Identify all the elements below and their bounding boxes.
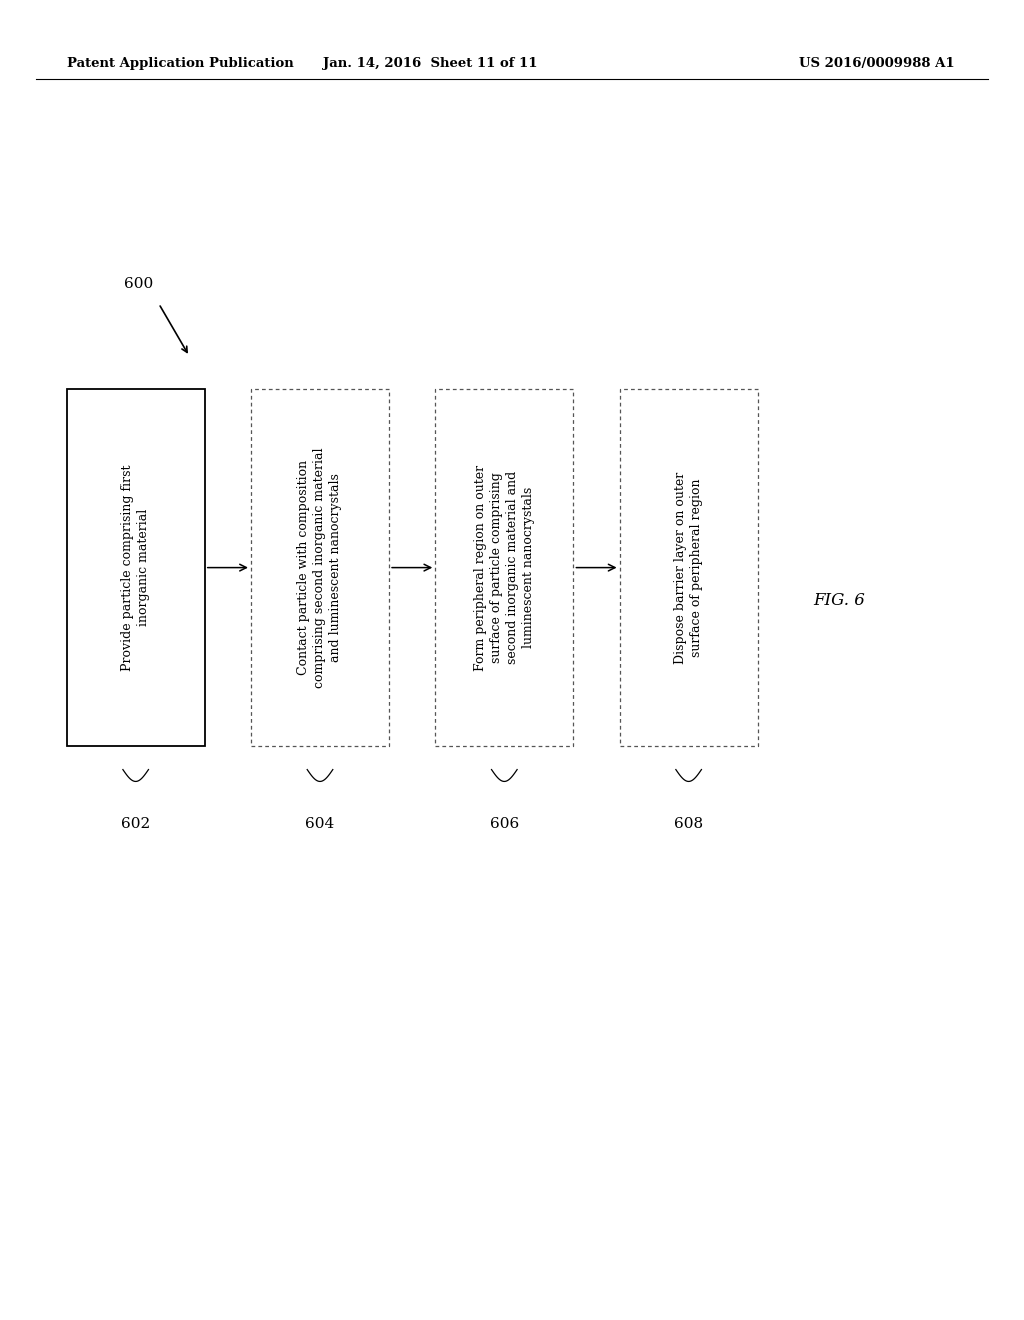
Text: US 2016/0009988 A1: US 2016/0009988 A1 bbox=[799, 57, 954, 70]
Text: Provide particle comprising first
inorganic material: Provide particle comprising first inorga… bbox=[121, 465, 151, 671]
Bar bbox=[251, 389, 389, 746]
Text: Jan. 14, 2016  Sheet 11 of 11: Jan. 14, 2016 Sheet 11 of 11 bbox=[323, 57, 538, 70]
Bar bbox=[620, 389, 758, 746]
Text: 608: 608 bbox=[674, 817, 703, 832]
Text: 604: 604 bbox=[305, 817, 335, 832]
Bar bbox=[67, 389, 205, 746]
Text: FIG. 6: FIG. 6 bbox=[814, 593, 865, 609]
Bar bbox=[435, 389, 573, 746]
Text: Dispose barrier layer on outer
surface of peripheral region: Dispose barrier layer on outer surface o… bbox=[674, 471, 703, 664]
Text: 600: 600 bbox=[124, 277, 153, 290]
Text: 606: 606 bbox=[489, 817, 519, 832]
Text: Patent Application Publication: Patent Application Publication bbox=[67, 57, 293, 70]
Text: Contact particle with composition
comprising second inorganic material
and lumin: Contact particle with composition compri… bbox=[298, 447, 342, 688]
Text: 602: 602 bbox=[121, 817, 151, 832]
Text: Form peripheral region on outer
surface of particle comprising
second inorganic : Form peripheral region on outer surface … bbox=[474, 465, 535, 671]
